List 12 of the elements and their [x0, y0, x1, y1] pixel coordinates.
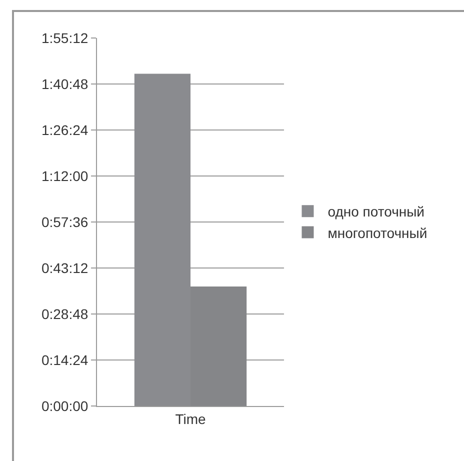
y-tick-label: 0:43:12: [41, 260, 88, 276]
y-tick-label: 0:28:48: [41, 306, 88, 322]
x-tick-label: Time: [175, 410, 206, 427]
y-tick-label: 1:40:48: [41, 76, 88, 92]
y-tick-label: 0:00:00: [41, 398, 88, 414]
y-tick-label: 0:14:24: [41, 352, 88, 368]
legend-label: одно поточный: [328, 204, 425, 220]
y-tick-label: 1:26:24: [41, 122, 88, 138]
y-tick-label: 1:12:00: [41, 168, 88, 184]
y-tick-label: 0:57:36: [41, 214, 88, 230]
legend-label: многопоточный: [328, 224, 428, 241]
y-tick-label: 1:55:12: [41, 30, 88, 46]
